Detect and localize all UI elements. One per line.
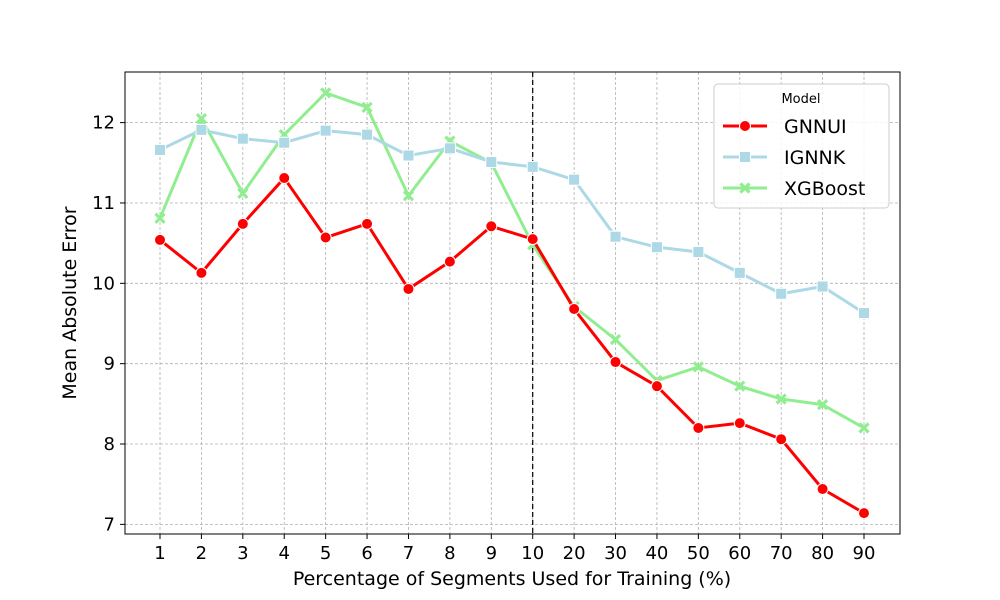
data-point-xgboost	[734, 380, 746, 392]
data-point-xgboost	[195, 112, 208, 125]
legend-swatch-marker	[739, 182, 751, 194]
data-point-gnnui	[361, 217, 374, 230]
x-tick-label: 5	[320, 543, 331, 564]
data-point-ignnk	[278, 136, 291, 149]
data-point-ignnk	[485, 155, 498, 168]
x-tick-label: 10	[521, 543, 544, 564]
data-point-gnnui	[858, 507, 870, 520]
data-point-gnnui	[568, 303, 581, 316]
data-point-xgboost	[858, 422, 870, 434]
plot-area-frame	[124, 71, 901, 535]
x-tick-label: 1	[154, 543, 165, 564]
x-tick-label: 90	[853, 543, 876, 564]
data-point-ignnk	[526, 160, 539, 173]
x-tick-label: 3	[237, 543, 248, 564]
data-point-ignnk	[361, 128, 374, 141]
data-point-gnnui	[692, 421, 705, 434]
data-point-ignnk	[402, 149, 415, 162]
data-point-gnnui	[733, 417, 746, 430]
x-tick-label: 40	[645, 543, 668, 564]
data-point-gnnui	[526, 233, 539, 246]
series-ignnk	[154, 123, 870, 320]
data-point-xgboost	[775, 393, 787, 405]
data-point-gnnui	[485, 220, 498, 233]
data-point-ignnk	[816, 280, 829, 293]
data-point-gnnui	[402, 282, 415, 295]
legend-box	[713, 83, 890, 209]
x-axis: 1 2 3 4 5 6 7 8 9 10 20 30 40 50 60 70 80 90	[154, 534, 875, 564]
x-tick-label: 60	[728, 543, 751, 564]
y-tick-label: 12	[92, 113, 115, 134]
legend-swatch-marker	[739, 151, 751, 163]
legend-entries: GNNUI IGNNK XGBoost	[723, 116, 865, 200]
x-tick-label: 2	[196, 543, 207, 564]
x-tick-label: 70	[770, 543, 793, 564]
x-tick-label: 30	[604, 543, 627, 564]
legend-label: XGBoost	[784, 178, 865, 200]
x-tick-label: 6	[361, 543, 372, 564]
legend: Model GNNUI IGNNK XGBoost	[713, 83, 890, 209]
series-line-ignnk	[159, 128, 865, 315]
series-line-gnnui	[159, 176, 865, 515]
data-point-ignnk	[733, 266, 746, 279]
data-point-ignnk	[858, 307, 870, 320]
series-line-xgboost	[158, 91, 865, 430]
data-point-ignnk	[443, 142, 456, 155]
x-tick-label: 20	[563, 543, 586, 564]
data-point-xgboost	[320, 87, 332, 99]
legend-entry-gnnui: GNNUI	[723, 116, 847, 138]
data-point-gnnui	[195, 266, 208, 279]
data-point-ignnk	[692, 245, 705, 258]
data-point-xgboost	[609, 333, 622, 346]
legend-label: GNNUI	[784, 116, 847, 138]
data-point-ignnk	[195, 123, 208, 136]
legend-entry-ignnk: IGNNK	[723, 147, 846, 169]
data-point-ignnk	[154, 143, 166, 156]
data-point-gnnui	[650, 380, 663, 393]
y-tick-label: 11	[92, 193, 115, 214]
y-tick-label: 7	[104, 514, 115, 535]
data-point-gnnui	[319, 231, 332, 244]
data-point-ignnk	[319, 124, 332, 137]
data-point-xgboost	[361, 101, 373, 113]
data-point-gnnui	[154, 233, 166, 246]
data-point-ignnk	[609, 230, 622, 243]
data-point-gnnui	[775, 433, 788, 446]
x-tick-label: 7	[403, 543, 414, 564]
data-point-xgboost	[692, 361, 704, 373]
legend-entry-xgboost: XGBoost	[723, 178, 865, 200]
x-axis-label: Percentage of Segments Used for Training…	[293, 568, 731, 590]
data-point-ignnk	[775, 287, 788, 300]
legend-title: Model	[781, 92, 820, 107]
x-tick-label: 8	[444, 543, 455, 564]
data-point-xgboost	[816, 399, 829, 411]
series-gnnui	[154, 172, 870, 520]
x-tick-label: 50	[687, 543, 710, 564]
data-point-ignnk	[568, 173, 581, 186]
data-point-xgboost	[154, 212, 166, 224]
data-point-gnnui	[278, 172, 291, 185]
data-point-ignnk	[236, 132, 249, 145]
x-tick-label: 80	[811, 543, 834, 564]
x-tick-label: 4	[279, 543, 290, 564]
y-tick-label: 10	[92, 273, 115, 294]
data-point-ignnk	[650, 241, 663, 254]
data-point-gnnui	[609, 356, 622, 369]
data-point-gnnui	[816, 483, 829, 496]
data-point-xgboost	[237, 187, 249, 199]
data-point-xgboost	[402, 190, 415, 202]
y-tick-label: 8	[104, 434, 115, 455]
y-axis-label: Mean Absolute Error	[59, 206, 81, 399]
x-tick-label: 9	[486, 543, 497, 564]
y-axis: 7 8 9 10 11 12	[92, 113, 125, 535]
y-tick-label: 9	[104, 354, 115, 375]
series-layer	[154, 87, 870, 520]
data-point-gnnui	[236, 217, 249, 230]
legend-swatch-marker	[739, 120, 751, 132]
legend-label: IGNNK	[784, 147, 846, 169]
data-point-gnnui	[443, 255, 456, 268]
